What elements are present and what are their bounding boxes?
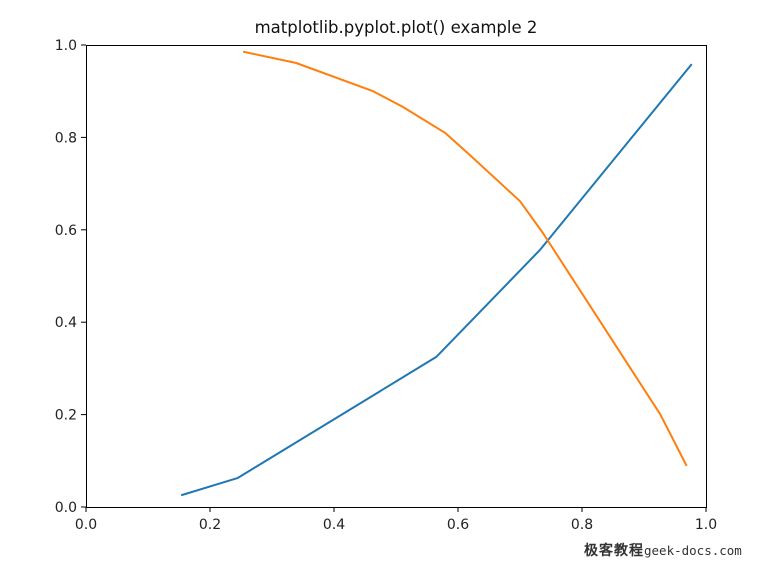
x-tick-label: 0.0 (75, 517, 97, 533)
y-tick-label: 0.2 (55, 408, 77, 424)
x-tick-label: 0.8 (571, 517, 593, 533)
x-tick-label: 0.4 (323, 517, 345, 533)
watermark: 极客教程geek-docs.com (584, 540, 742, 560)
y-tick-label: 0.6 (55, 223, 77, 239)
watermark-cn: 极客教程 (584, 543, 644, 559)
series-layer (180, 50, 693, 497)
line-series-2 (242, 50, 688, 467)
y-axis: 0.0 0.2 0.4 0.6 0.8 1.0 (55, 38, 86, 516)
x-tick-label: 0.2 (199, 517, 221, 533)
watermark-url: geek-docs.com (644, 543, 742, 558)
y-tick-label: 0.8 (55, 130, 77, 146)
y-tick-label: 1.0 (55, 38, 77, 54)
line-series-1 (180, 63, 693, 497)
y-tick-label: 0.0 (55, 500, 77, 516)
x-tick-label: 0.6 (447, 517, 469, 533)
chart-title: matplotlib.pyplot.plot() example 2 (255, 18, 538, 37)
x-axis: 0.0 0.2 0.4 0.6 0.8 1.0 (75, 507, 717, 533)
x-tick-label: 1.0 (695, 517, 717, 533)
axes-frame (86, 45, 707, 508)
y-tick-label: 0.4 (55, 315, 77, 331)
